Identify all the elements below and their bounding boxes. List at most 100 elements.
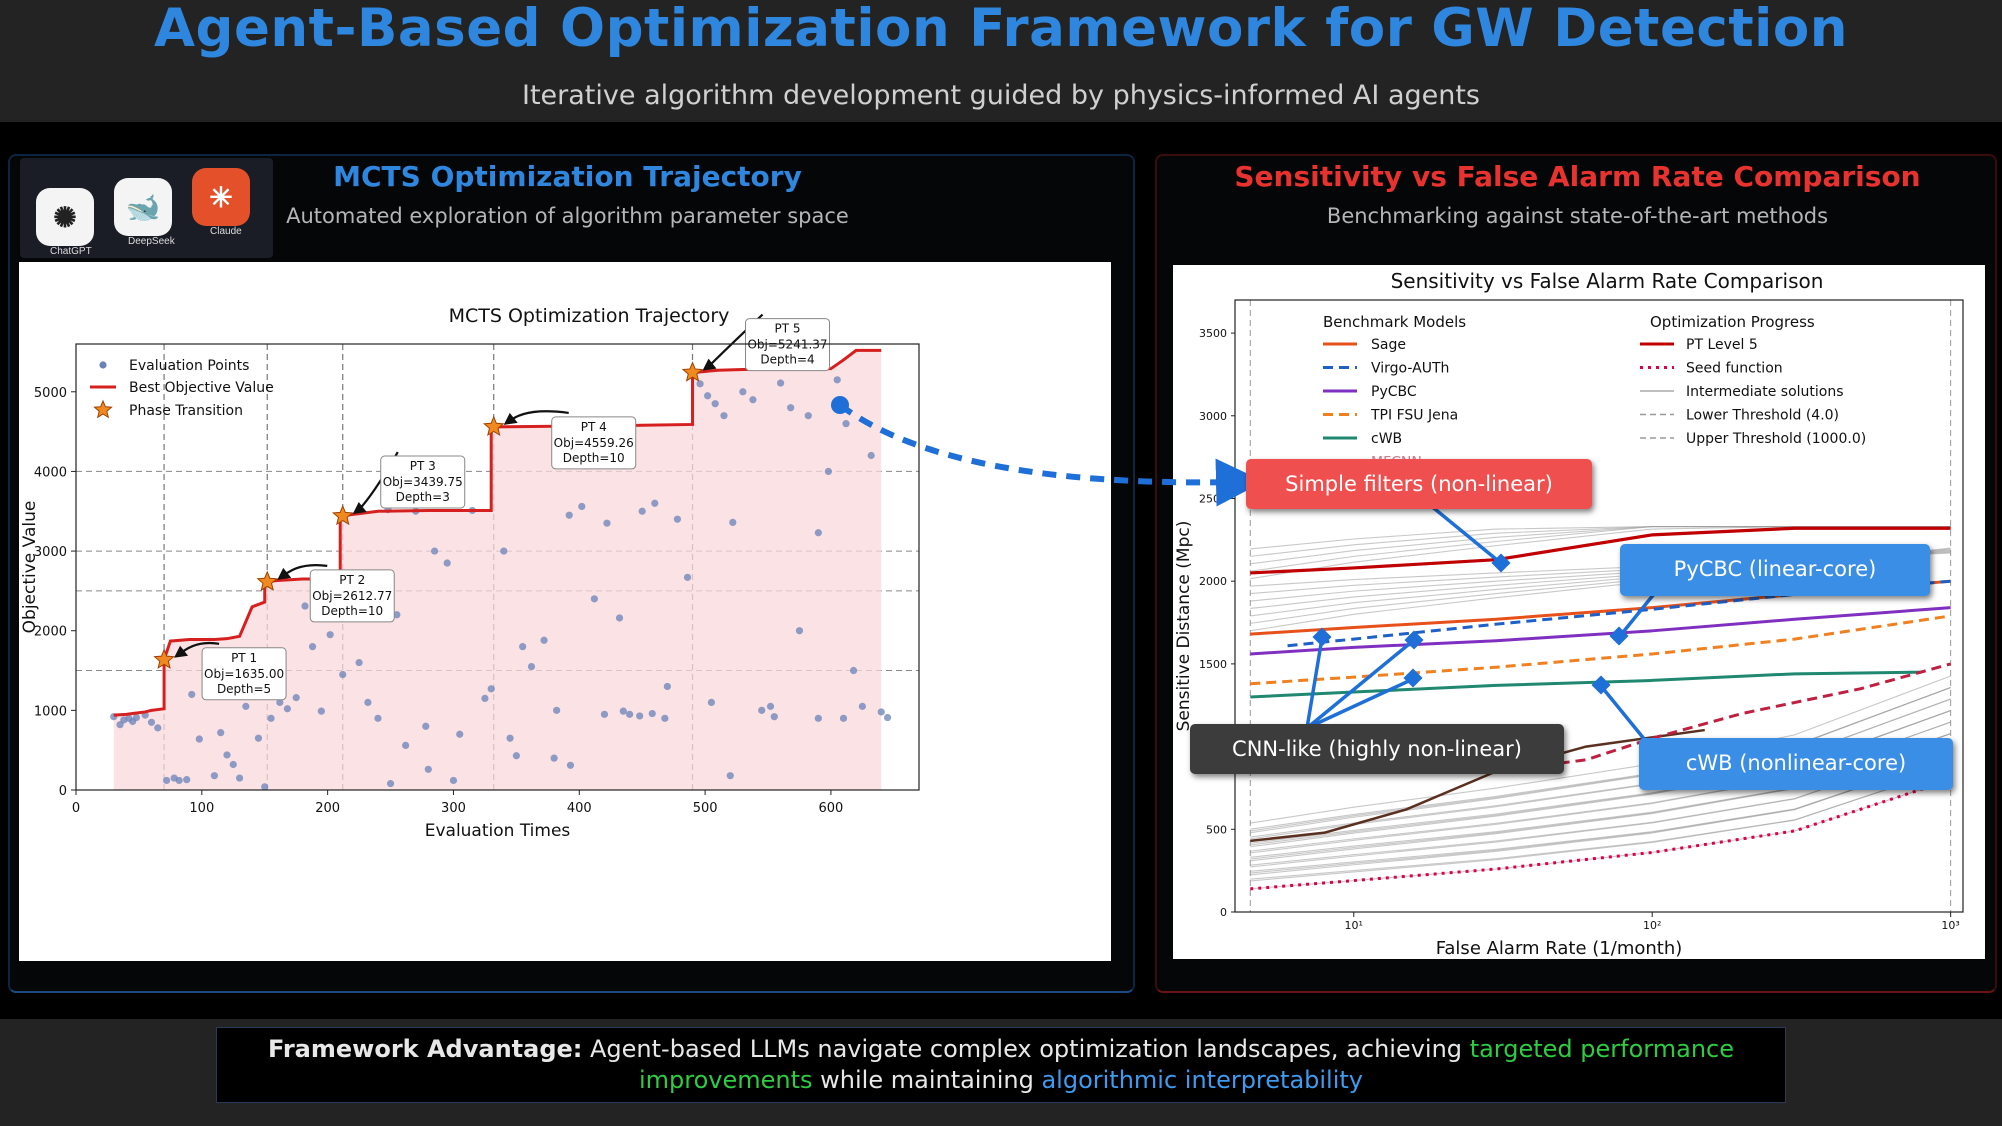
- y-tick-label: 2000: [1199, 575, 1227, 588]
- phase-box: [201, 647, 287, 701]
- mcts-chart-frame: MCTS Optimization Trajectory PT 1 Obj=163…: [19, 262, 1111, 961]
- sensitivity-xlabel: False Alarm Rate (1/month): [1436, 938, 1683, 959]
- legend-label: Seed function: [1686, 361, 1783, 377]
- best-objective-line: [113, 348, 882, 717]
- evaluation-point: [553, 706, 561, 714]
- evaluation-point: [355, 658, 363, 667]
- phase-transition-star: [681, 361, 704, 382]
- evaluation-point: [626, 710, 634, 718]
- evaluation-point: [814, 529, 822, 537]
- evaluation-point: [615, 614, 624, 622]
- callout-cnn-like: CNN-like (highly non-linear): [1190, 724, 1564, 774]
- evaluation-point: [858, 702, 866, 710]
- evaluation-point: [519, 643, 527, 651]
- evaluation-point: [527, 662, 536, 671]
- evaluation-point: [842, 420, 850, 428]
- evaluation-point: [651, 499, 659, 507]
- x-tick-label: 10³: [1941, 919, 1959, 932]
- evaluation-point: [292, 694, 300, 702]
- evaluation-point: [424, 765, 432, 773]
- evaluation-point: [402, 741, 410, 749]
- y-tick-label: 3000: [1199, 410, 1227, 423]
- legend-eval-marker: [99, 361, 107, 369]
- legend-label: Virgo-AUTh: [1371, 361, 1449, 377]
- callout-simple-filters: Simple filters (non-linear): [1246, 459, 1592, 509]
- y-tick-label: 500: [1206, 823, 1227, 836]
- evaluation-point: [770, 713, 778, 721]
- phase-label: PT 1: [231, 651, 257, 665]
- phase-label: PT 5: [775, 322, 801, 336]
- mcts-subtitle: Automated exploration of algorithm param…: [286, 204, 849, 228]
- evaluation-point: [578, 502, 586, 511]
- evaluation-point: [726, 772, 734, 780]
- sensitivity-chart-frame: Sensitivity vs False Alarm Rate Comparis…: [1173, 265, 1985, 959]
- evaluation-point: [242, 702, 250, 710]
- series-mfcnn: [1495, 662, 1952, 773]
- sensitivity-plot-frame: [1234, 299, 1964, 913]
- sensitivity-title: Sensitivity vs False Alarm Rate Comparis…: [1234, 160, 1921, 193]
- evaluation-point: [758, 706, 766, 714]
- evaluation-point: [804, 412, 812, 420]
- x-tick-label: 100: [189, 801, 214, 816]
- evaluation-point: [188, 690, 196, 699]
- intermediate-solution-line: [1250, 779, 1951, 890]
- evaluation-point: [223, 751, 231, 759]
- phase-depth: Depth=5: [217, 682, 271, 696]
- evaluation-point: [833, 376, 841, 384]
- evaluation-point: [739, 388, 747, 396]
- sensitivity-subtitle: Benchmarking against state-of-the-art me…: [1326, 204, 1829, 228]
- mcts-plot-frame: [75, 343, 920, 791]
- phase-label: PT 4: [581, 420, 607, 434]
- phase-arrowhead: [503, 412, 518, 425]
- evaluation-point: [183, 776, 191, 784]
- evaluation-point: [814, 714, 822, 722]
- evaluation-point: [235, 774, 244, 782]
- intermediate-solution-line: [1250, 767, 1951, 882]
- evaluation-point: [720, 412, 728, 420]
- evaluation-point: [430, 547, 439, 555]
- legend-progress-title: Optimization Progress: [1650, 313, 1815, 331]
- evaluation-point: [540, 636, 548, 644]
- advantage-highlight-2: algorithmic interpretability: [1041, 1066, 1364, 1094]
- evaluation-point: [619, 707, 627, 715]
- evaluation-point: [824, 467, 833, 476]
- y-tick-label: 3500: [1199, 327, 1227, 340]
- intermediate-solution-line: [1250, 675, 1951, 824]
- evaluation-point: [132, 713, 140, 722]
- phase-label: PT 2: [339, 573, 365, 587]
- phase-obj: Obj=4559.26: [554, 436, 634, 450]
- legend-label: cWB: [1371, 431, 1402, 447]
- phase-obj: Obj=2612.77: [312, 589, 392, 603]
- evaluation-point: [254, 734, 263, 742]
- y-tick-label: 2500: [1199, 492, 1227, 505]
- x-tick-label: 10¹: [1345, 919, 1363, 932]
- llm-app-icons: ✺ ChatGPT 🐋 DeepSeek ✳ Claude: [20, 158, 273, 258]
- y-tick-label: 2000: [34, 625, 67, 640]
- phase-transition-star: [482, 415, 505, 437]
- evaluation-point: [283, 705, 291, 713]
- callout-pycbc: PyCBC (linear-core): [1620, 544, 1930, 596]
- mcts-chart-title: MCTS Optimization Trajectory: [449, 305, 730, 327]
- y-tick-label: 0: [59, 784, 67, 799]
- sensitivity-ylabel: Sensitive Distance (Mpc): [1174, 521, 1194, 732]
- evaluation-point: [449, 776, 458, 785]
- phase-transition-star: [153, 648, 175, 669]
- evaluation-point: [364, 698, 372, 706]
- evaluation-point: [481, 694, 489, 703]
- mcts-title: MCTS Optimization Trajectory: [333, 160, 802, 193]
- legend-label: Upper Threshold (1000.0): [1686, 431, 1866, 447]
- evaluation-point: [600, 710, 609, 718]
- evaluation-point: [566, 761, 575, 769]
- x-tick-label: 10²: [1643, 919, 1661, 932]
- evaluation-point: [500, 547, 508, 555]
- series-seed-function: [1250, 778, 1952, 891]
- mcts-xlabel: Evaluation Times: [425, 821, 571, 841]
- phase-transition-star: [256, 570, 278, 592]
- x-tick-label: 500: [693, 801, 718, 816]
- phase-depth: Depth=4: [760, 353, 814, 367]
- evaluation-point: [683, 573, 692, 581]
- x-tick-label: 0: [72, 801, 80, 816]
- phase-arrowhead: [277, 567, 292, 580]
- evaluation-point: [195, 735, 203, 743]
- evaluation-point: [749, 396, 757, 404]
